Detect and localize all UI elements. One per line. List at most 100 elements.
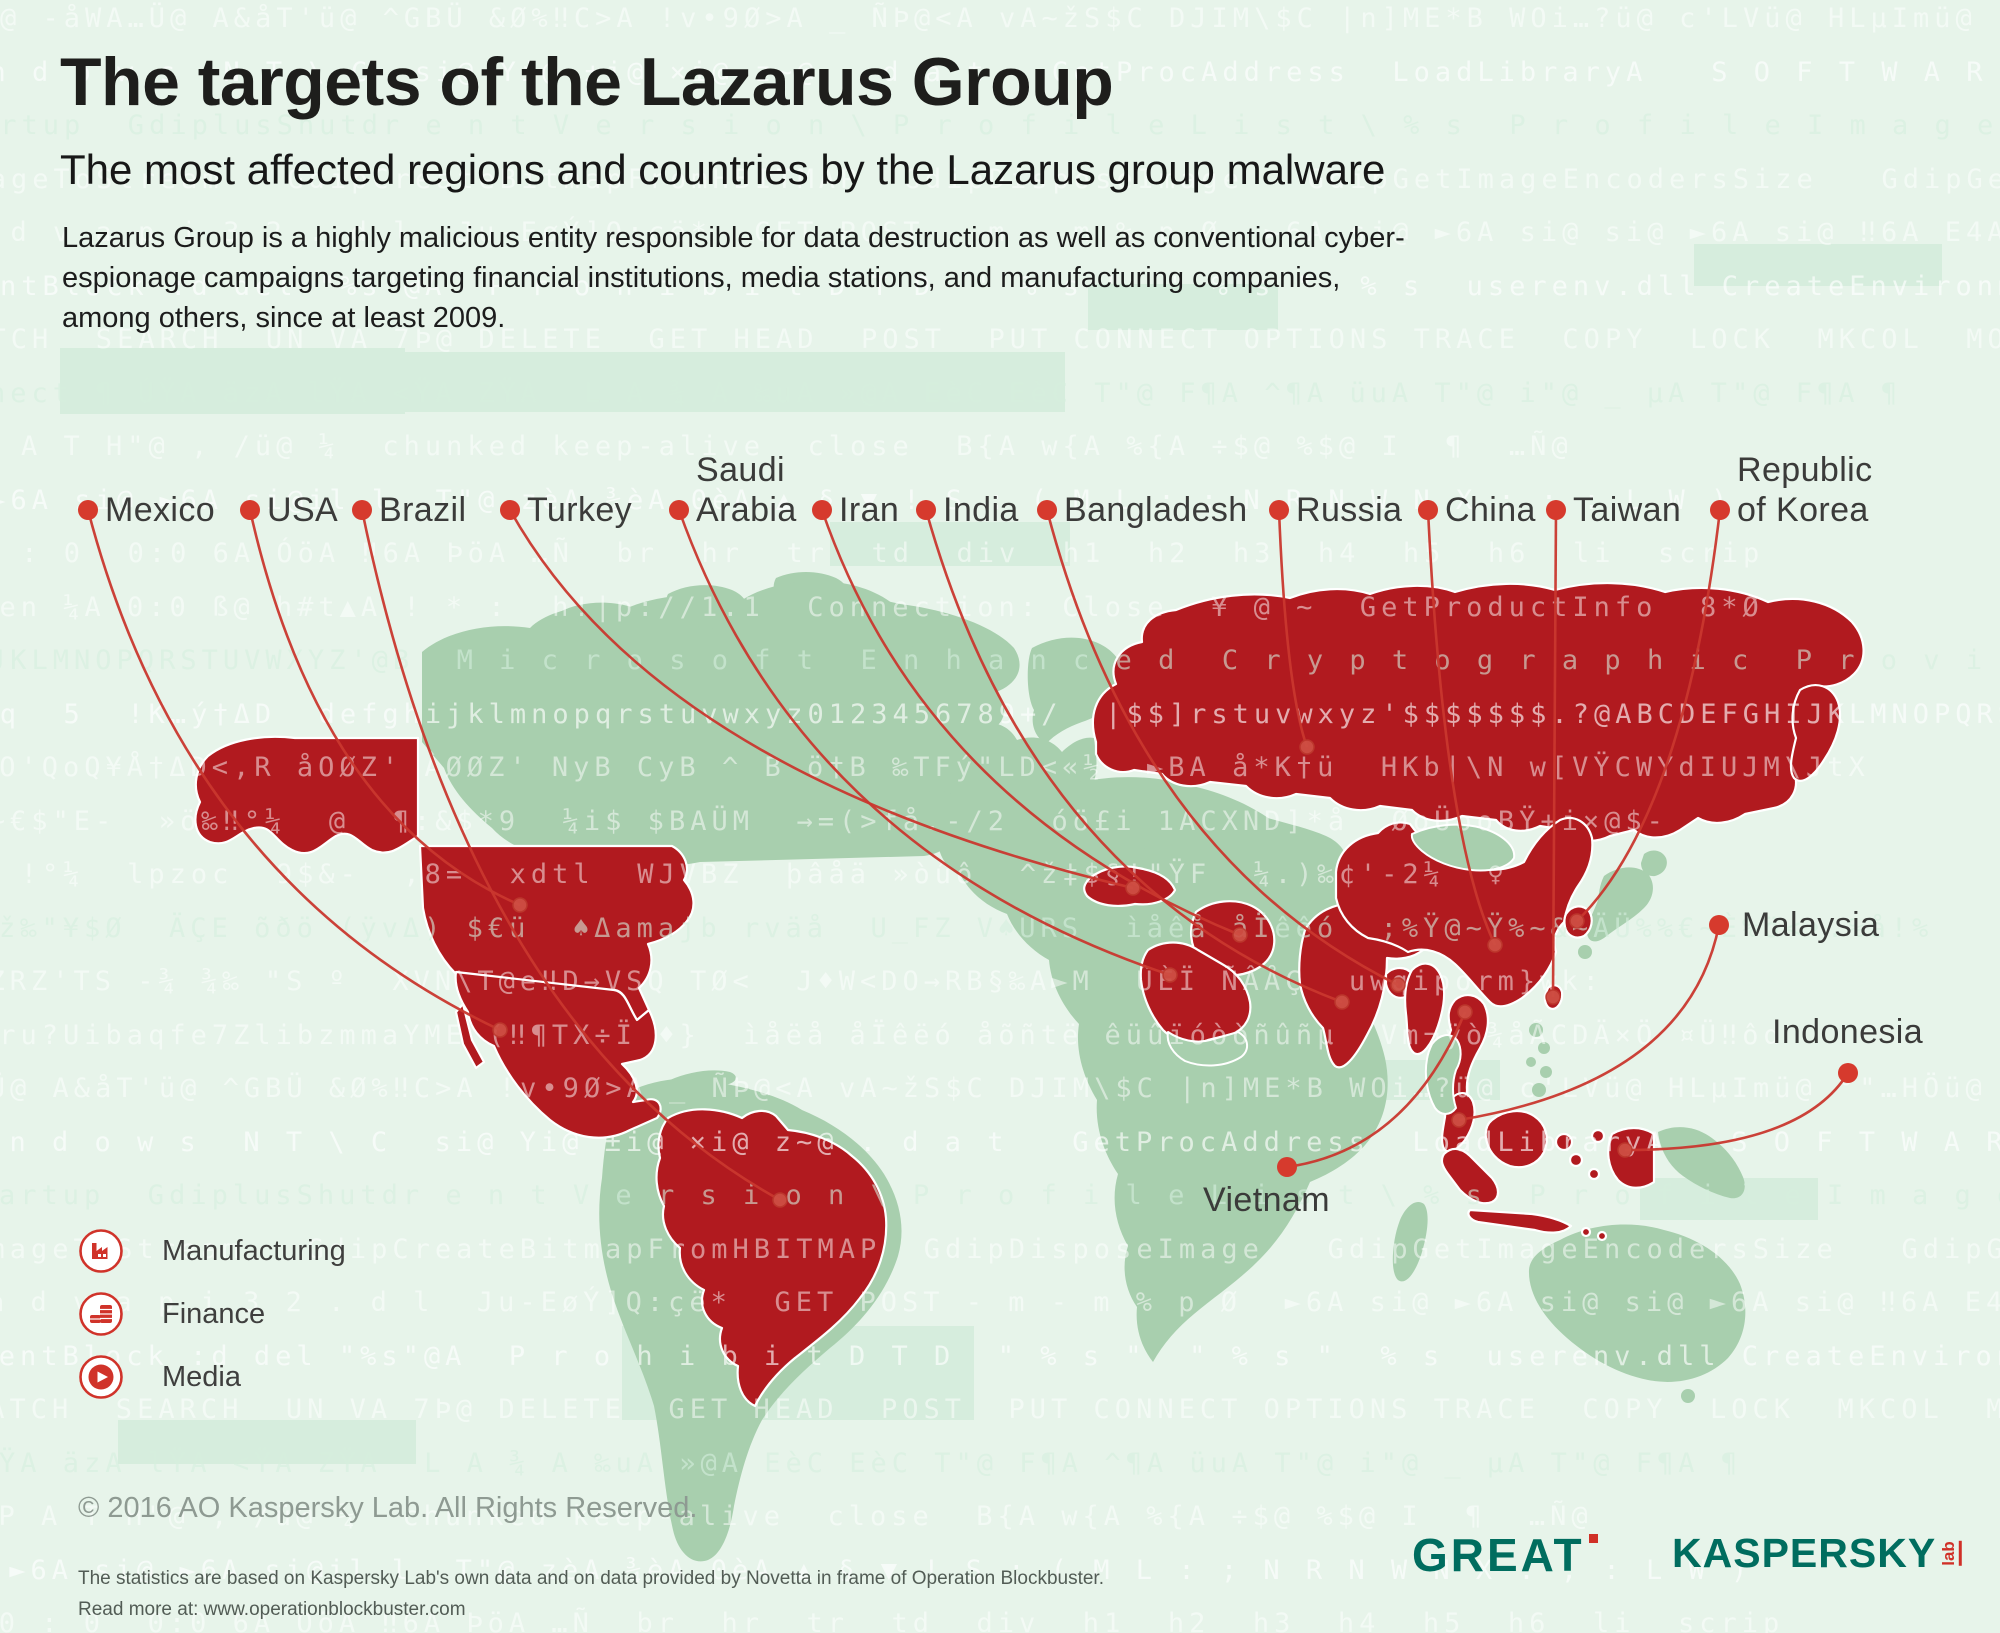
label-dot-indonesia [1838, 1063, 1858, 1083]
target-dot-taiwan [1545, 989, 1561, 1005]
kaspersky-lab-text: lab [1938, 1541, 1962, 1566]
legend-item-manufacturing: Manufacturing [78, 1228, 346, 1274]
great-logo: GREAT [1412, 1528, 1598, 1582]
pattern-highlight [405, 352, 1065, 412]
target-dot-indonesia [1617, 1142, 1633, 1158]
map-region-kyushu [1578, 945, 1592, 959]
pattern-highlight [60, 348, 405, 414]
map-region-baja [454, 1002, 486, 1070]
kaspersky-logo-text: KASPERSKY [1672, 1530, 1937, 1576]
pattern-highlight [1694, 244, 1942, 286]
target-dot-brazil [772, 1192, 788, 1208]
pattern-highlight [830, 522, 1070, 566]
map-region-sulawesi-moluccas [1554, 1128, 1608, 1242]
connector-line-india [924, 509, 1343, 1004]
map-region-thailand [1424, 1034, 1462, 1115]
map-region-new-guinea-east [1658, 1127, 1745, 1199]
connector-line-vietnam [1286, 1011, 1467, 1169]
target-dot-vietnam [1457, 1004, 1473, 1020]
statistics-note: The statistics are based on Kaspersky La… [78, 1568, 1104, 1589]
map-region-australia [1528, 1224, 1746, 1382]
connector-line-taiwan [1551, 509, 1558, 998]
connector-line-russia [1277, 509, 1309, 748]
label-dot-iran [812, 500, 832, 520]
page-title: The targets of the Lazarus Group [60, 44, 1114, 120]
great-logo-red-square [1588, 1534, 1598, 1543]
connector-line-turkey [508, 509, 1134, 890]
factory-icon [78, 1228, 124, 1274]
connector-line-bangladesh [1045, 509, 1399, 987]
map-region-sri-lanka [1346, 1090, 1358, 1102]
page-description: Lazarus Group is a highly malicious enti… [62, 222, 1405, 334]
map-region-tasmania [1681, 1389, 1695, 1403]
label-dot-usa [240, 500, 260, 520]
target-dot-saudi-arabia [1162, 967, 1178, 983]
target-dot-republic-of-korea [1569, 913, 1585, 929]
label-dot-china [1418, 500, 1438, 520]
label-dot-mexico [78, 500, 98, 520]
map-region-yemen-oman [1166, 1031, 1248, 1067]
map-region-brazil [655, 1108, 888, 1408]
connector-line-brazil [360, 509, 781, 1202]
connector-endpoints [492, 739, 1633, 1208]
map-region-mexico [454, 970, 662, 1139]
connector-lines [86, 509, 1850, 1202]
connector-line-usa [248, 509, 521, 907]
target-dot-russia [1299, 739, 1315, 755]
connector-line-malaysia [1458, 924, 1721, 1122]
map-region-mongolia [1410, 823, 1516, 872]
label-dot-russia [1269, 500, 1289, 520]
map-region-kamchatka [1789, 684, 1842, 782]
legend-item-media: Media [78, 1354, 346, 1400]
map-region-philippines [1526, 1023, 1552, 1097]
target-dot-india [1334, 994, 1350, 1010]
label-dot-bangladesh [1037, 500, 1057, 520]
map-region-myanmar [1404, 962, 1446, 1056]
header: The targets of the Lazarus Group The mos… [60, 44, 1480, 338]
legend: Manufacturing Finance [78, 1228, 346, 1417]
legend-label-manufacturing: Manufacturing [162, 1234, 346, 1267]
kaspersky-logo: KASPERSKY lab [1672, 1530, 1963, 1577]
label-dot-saudi-arabia [669, 500, 689, 520]
target-dot-usa [512, 897, 528, 913]
target-dot-turkey [1125, 880, 1141, 896]
target-dot-mexico [492, 1022, 508, 1038]
map-region-russia [1091, 581, 1865, 842]
map-region-sumatra [1440, 1147, 1500, 1205]
legend-label-finance: Finance [162, 1297, 266, 1330]
target-dot-bangladesh [1390, 977, 1406, 993]
legend-label-media: Media [162, 1360, 241, 1393]
map-region-alaska [194, 735, 420, 855]
label-dot-republic-of-korea [1710, 500, 1730, 520]
map-region-new-zealand [1707, 1299, 1743, 1347]
map-region-new-guinea-west [1607, 1126, 1656, 1189]
label-dot-vietnam [1277, 1157, 1297, 1177]
connector-line-saudi-arabia [677, 509, 1171, 977]
connector-line-china [1426, 509, 1497, 946]
great-logo-text: GREAT [1412, 1529, 1585, 1581]
connector-line-indonesia [1624, 1072, 1850, 1152]
connector-line-iran [820, 509, 1241, 937]
map-region-java [1467, 1208, 1573, 1234]
legend-item-finance: Finance [78, 1291, 346, 1337]
target-dot-malaysia [1451, 1112, 1467, 1128]
connector-line-mexico [86, 509, 501, 1032]
pattern-highlight [118, 1420, 416, 1464]
map-region-madagascar [1392, 1201, 1428, 1282]
map-region-greenland [732, 581, 913, 728]
label-dot-brazil [352, 500, 372, 520]
target-dot-iran [1232, 927, 1248, 943]
label-dot-india [916, 500, 936, 520]
label-dot-malaysia [1709, 915, 1729, 935]
read-more-link: Read more at: www.operationblockbuster.c… [78, 1599, 466, 1620]
label-pins [78, 500, 1858, 1177]
pattern-highlight [1088, 284, 1278, 330]
map-region-borneo [1484, 1110, 1548, 1169]
media-play-icon [78, 1354, 124, 1400]
copyright-text: © 2016 AO Kaspersky Lab. All Rights Rese… [78, 1492, 698, 1524]
connector-line-republic-of-korea [1576, 509, 1722, 922]
coins-icon [78, 1291, 124, 1337]
